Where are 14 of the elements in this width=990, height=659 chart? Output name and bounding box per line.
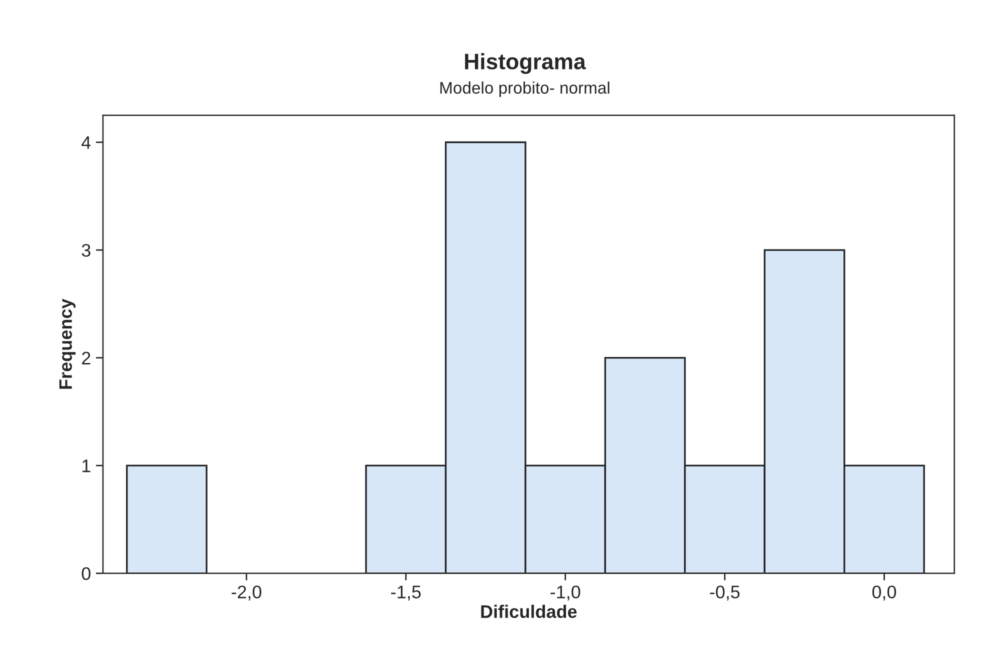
- x-tick-label: 0,0: [872, 586, 896, 601]
- y-tick-label: 1: [82, 460, 90, 472]
- x-tick-label: -1,0: [550, 586, 580, 601]
- x-axis-title: Dificuldade: [481, 604, 577, 618]
- x-tick-label: -1,5: [391, 586, 421, 601]
- chart-title: Histograma: [465, 53, 586, 74]
- chart-subtitle: Modelo probito- normal: [440, 82, 610, 98]
- x-tick-label: -0,5: [710, 586, 740, 601]
- y-tick-label: 3: [82, 244, 90, 257]
- x-tick-label: -2,0: [232, 586, 262, 601]
- y-axis-title: Frequency: [59, 298, 76, 389]
- y-tick-label: 4: [82, 136, 91, 149]
- y-tick-label: 2: [82, 352, 90, 364]
- y-tick-label: 0: [82, 567, 90, 580]
